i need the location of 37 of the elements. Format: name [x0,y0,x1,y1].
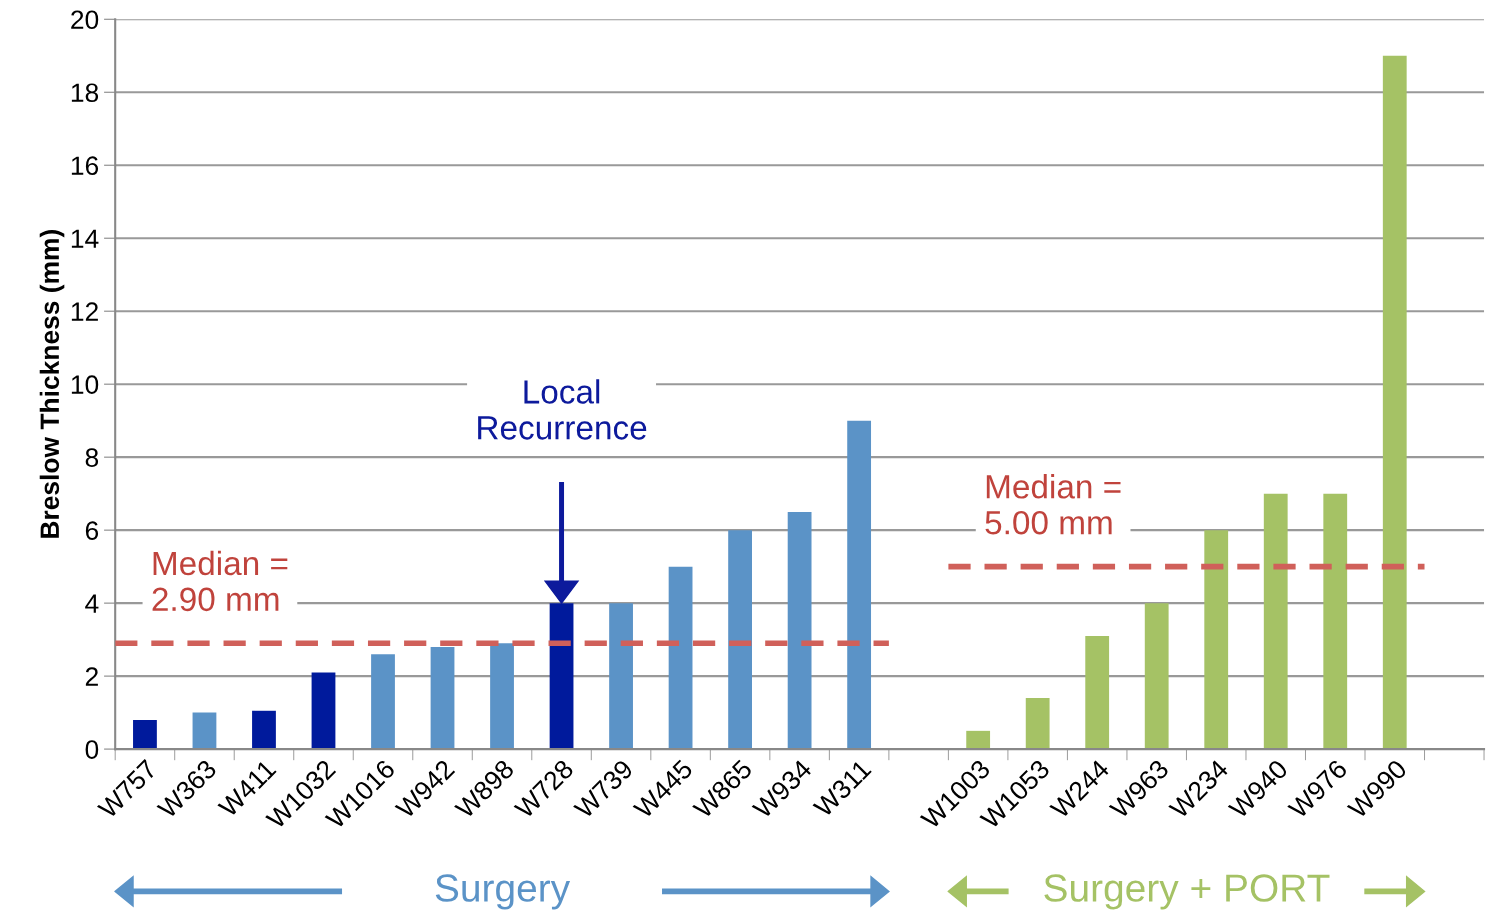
bar [252,710,276,750]
y-tick-label: 6 [85,521,99,540]
bar [1382,55,1407,750]
bar [192,712,217,750]
ref-line-label: Median = 2.90 mm [152,550,288,612]
bar [1323,493,1348,750]
text: Surgery [435,874,571,910]
bar [609,603,633,750]
ref-line-label: Median = 5.00 mm [985,474,1121,535]
bar [1204,530,1229,750]
bar [966,730,991,750]
y-tick-label: 10 [71,375,99,394]
y-tick-label: 2 [85,667,98,686]
bar [728,530,752,750]
y-tick-label: 16 [71,156,99,176]
y-tick-label: 8 [85,448,99,467]
y-tick-label: 12 [71,302,98,321]
bar [490,643,514,750]
bar [1263,493,1288,750]
bar [311,672,336,750]
bar [133,719,157,750]
bar [847,420,872,750]
y-tick-label: 4 [85,594,99,613]
bar [430,646,455,750]
bar [668,566,693,750]
text: Surgery + PORT [1044,874,1330,910]
bar [787,511,812,750]
annotation: Local Recurrence [478,379,647,440]
bar [371,654,395,750]
y-tick-label: 20 [71,10,99,30]
y-tick-label: 0 [85,740,99,759]
bar [1085,635,1110,750]
bar [1144,603,1169,750]
y-axis-title: Breslow Thickness (mm) [39,230,65,538]
y-tick-label: 18 [71,83,99,103]
bar [1025,698,1050,750]
y-tick-label: 14 [71,229,99,248]
